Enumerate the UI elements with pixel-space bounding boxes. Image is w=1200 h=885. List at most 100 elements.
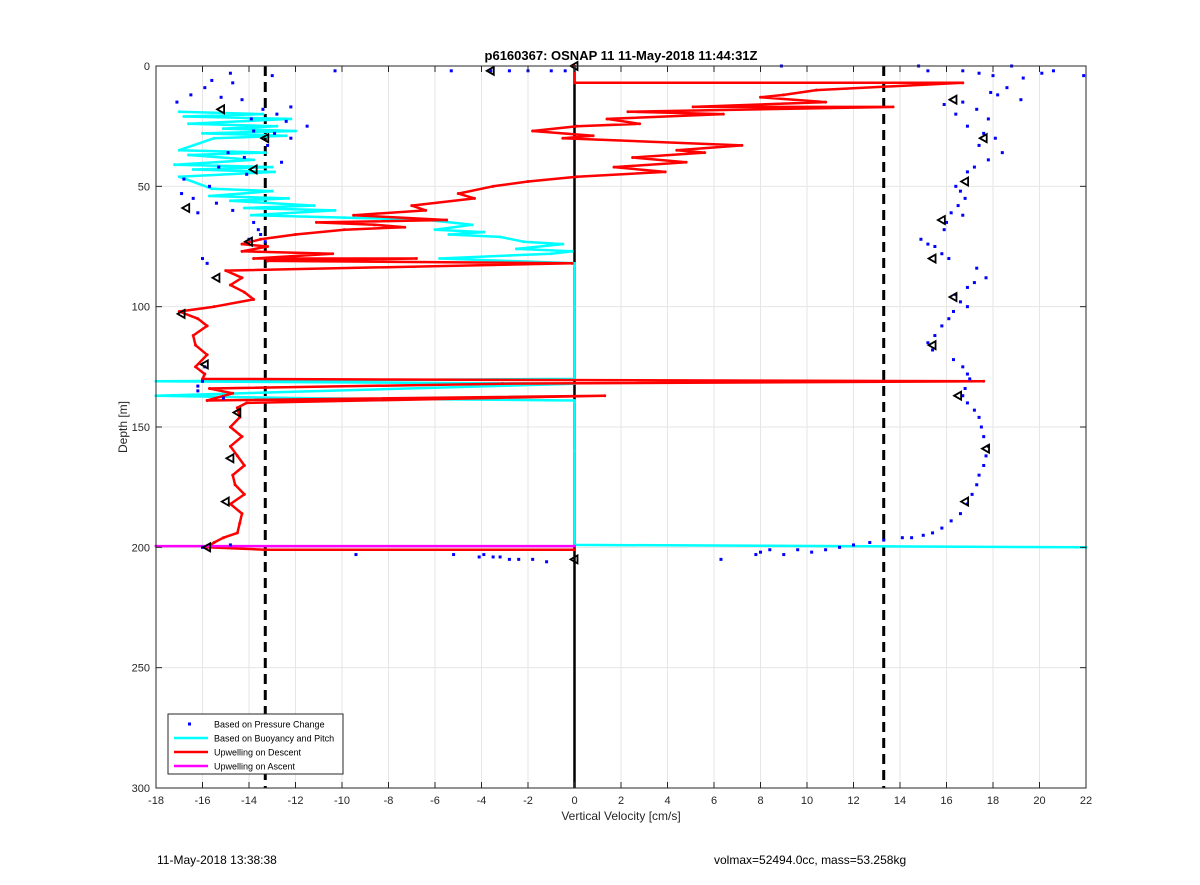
pressure-change-point (996, 93, 1000, 97)
series-line-point (252, 297, 256, 301)
series-line-point (491, 184, 495, 188)
legend: Based on Pressure Change Based on Buoyanc… (167, 713, 344, 775)
series-line-point (626, 110, 630, 114)
series-line-point (177, 110, 181, 114)
pressure-change-point (517, 557, 521, 561)
y-tick-label: 100 (132, 302, 150, 314)
series-line-point (982, 379, 986, 383)
pressure-change-point (982, 131, 986, 135)
series-line-point (284, 134, 288, 138)
series-line-point (252, 158, 256, 162)
pressure-change-point (951, 309, 955, 313)
series-line-point (740, 143, 744, 147)
pressure-change-point (1000, 151, 1004, 155)
x-tick-label: -2 (523, 795, 533, 807)
legend-label: Upwelling on Ascent (214, 762, 296, 772)
pressure-change-point (249, 117, 253, 121)
x-tick-label: 2 (618, 795, 624, 807)
pressure-change-point (986, 117, 990, 121)
series-line-point (663, 170, 667, 174)
pressure-change-point (961, 100, 965, 104)
series-line-point (270, 165, 274, 169)
series-line-point (242, 464, 246, 468)
pitch-marker (568, 553, 579, 565)
pitch-marker (484, 65, 495, 77)
series-line-point (289, 117, 293, 121)
series-line-point (240, 435, 244, 439)
pitch-marker (231, 407, 242, 419)
series-line-point (333, 208, 337, 212)
pressure-change-point (231, 208, 235, 212)
series-line-point (782, 93, 786, 97)
x-tick-label: 10 (801, 795, 813, 807)
series-layer (154, 60, 1088, 565)
series-line-point (294, 129, 297, 133)
series-line-point (205, 353, 209, 357)
series-line-point (263, 548, 267, 552)
legend-label: Based on Buoyancy and Pitch (214, 734, 334, 744)
pressure-change-point (986, 158, 990, 162)
pressure-change-point (942, 228, 946, 232)
series-line-point (473, 196, 477, 200)
pressure-change-point (958, 300, 962, 304)
pressure-change-point (507, 557, 511, 561)
pressure-change-point (180, 192, 184, 196)
series-line-point (470, 223, 474, 227)
series-line-point (570, 249, 574, 253)
series-line-point (187, 122, 191, 126)
series-line-point (240, 249, 244, 253)
series-line-point (824, 100, 828, 104)
y-tick-label: 50 (138, 181, 150, 193)
pressure-change-point (954, 112, 958, 116)
series-line-point (261, 112, 265, 116)
series-line-point (235, 406, 239, 410)
series-line-point (205, 324, 209, 328)
pressure-change-point (261, 107, 265, 111)
pressure-change-point (226, 151, 230, 155)
pressure-change-point (219, 95, 223, 99)
pitch-marker (947, 291, 958, 303)
series-line-point (242, 290, 246, 294)
pressure-change-point (956, 204, 960, 208)
series-line-point (212, 136, 216, 140)
series-line-point (445, 218, 449, 222)
x-tick-label: -8 (384, 795, 394, 807)
series-line-point (531, 129, 535, 133)
series-line-point (212, 305, 216, 309)
pressure-change-point (263, 240, 267, 244)
y-tick-label: 300 (132, 783, 150, 795)
series-line-point (194, 343, 198, 347)
pressure-change-point (984, 454, 988, 458)
x-tick-label: 12 (847, 795, 859, 807)
series-line-point (414, 257, 418, 261)
pressure-change-point (191, 196, 195, 200)
pressure-change-point (926, 341, 930, 345)
pressure-change-point (1021, 76, 1025, 80)
pressure-change-point (203, 86, 207, 90)
pressure-change-point (507, 69, 511, 73)
series-line-point (591, 134, 595, 138)
pressure-change-point (961, 365, 965, 369)
pressure-change-point (954, 184, 958, 188)
pitch-marker (219, 496, 230, 508)
series-line-point (287, 196, 291, 200)
pressure-change-point (491, 555, 495, 559)
pressure-change-point (965, 372, 969, 376)
series-line-point (182, 115, 186, 119)
x-tick-label: -12 (288, 795, 304, 807)
pressure-change-point (949, 211, 953, 215)
series-line-point (631, 155, 635, 159)
series-line-point (575, 124, 579, 128)
pressure-change-point (189, 93, 193, 97)
pressure-change-point (982, 464, 986, 468)
pitch-marker (224, 452, 235, 464)
series-line-point (500, 382, 504, 386)
pressure-change-point (449, 69, 453, 73)
series-line-point (312, 204, 316, 208)
series-line-point (242, 206, 246, 210)
series-line-point (424, 208, 428, 212)
series-line-point (684, 160, 688, 164)
series-line-point (275, 124, 279, 128)
series-line-point (573, 305, 576, 309)
